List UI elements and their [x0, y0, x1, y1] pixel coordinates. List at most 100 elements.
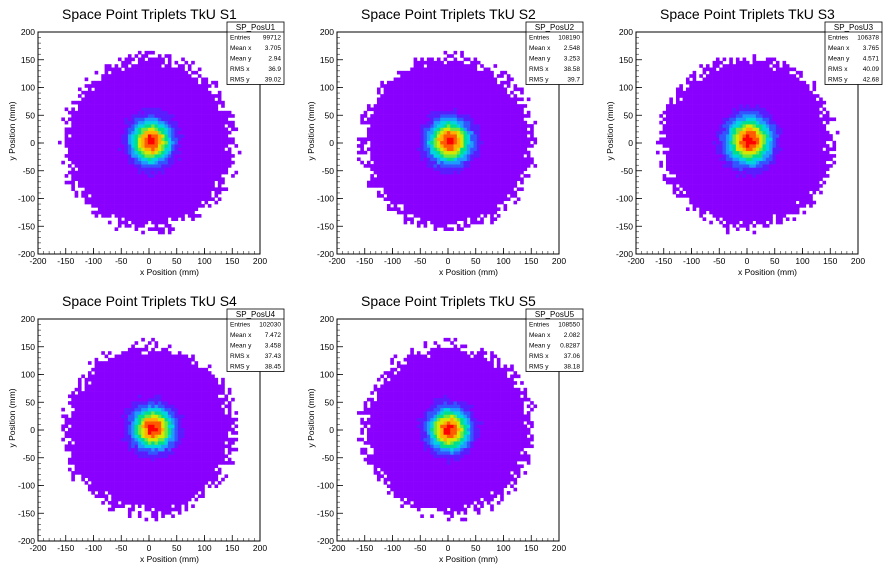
heatmap-cell: [520, 187, 524, 192]
heatmap-cell: [516, 197, 521, 202]
heatmap-cell: [446, 177, 451, 182]
heatmap-cell: [144, 154, 149, 158]
heatmap-cell: [682, 164, 687, 168]
heatmap-cell: [672, 184, 677, 188]
heatmap-cell: [712, 140, 717, 145]
heatmap-cell: [84, 94, 89, 98]
heatmap-cell: [134, 184, 139, 188]
heatmap-cell: [376, 180, 381, 185]
heatmap-cell: [227, 147, 232, 152]
heatmap-cell: [77, 154, 82, 158]
heatmap-cell: [390, 180, 394, 185]
heatmap-cell: [436, 107, 441, 112]
heatmap-cell: [486, 147, 491, 152]
heatmap-cell: [510, 127, 514, 132]
heatmap-cell: [187, 197, 192, 202]
heatmap-cell: [127, 90, 132, 95]
heatmap-cell: [483, 164, 488, 168]
heatmap-cell: [476, 117, 481, 122]
heatmap-cell: [719, 154, 723, 158]
heatmap-cell: [201, 160, 205, 165]
heatmap-cell: [406, 94, 411, 98]
heatmap-cell: [695, 197, 700, 202]
heatmap-cell: [390, 127, 394, 132]
heatmap-cell: [184, 197, 189, 202]
heatmap-cell: [386, 84, 391, 88]
heatmap-cell: [513, 127, 518, 132]
heatmap-cell: [456, 200, 461, 205]
heatmap-cell: [709, 120, 713, 125]
heatmap-cell: [719, 177, 723, 182]
heatmap-cell: [141, 194, 145, 198]
heatmap-cell: [107, 200, 112, 205]
heatmap-cell: [443, 190, 448, 195]
heatmap-cell: [71, 144, 75, 148]
heatmap-cell: [81, 110, 85, 115]
heatmap-cells: [57, 50, 242, 235]
heatmap-cell: [420, 130, 424, 135]
heatmap-cell: [177, 170, 182, 175]
heatmap-cell: [503, 190, 508, 195]
heatmap-cell: [104, 117, 109, 122]
heatmap-cell: [147, 87, 152, 92]
heatmap-cell: [659, 164, 663, 168]
heatmap-cell: [181, 167, 185, 172]
heatmap-cell: [473, 157, 478, 162]
heatmap-cell: [689, 184, 693, 188]
heatmap-cell: [476, 200, 481, 205]
heatmap-cell: [184, 207, 189, 212]
heatmap-cell: [144, 60, 149, 65]
heatmap-cell: [712, 187, 717, 192]
heatmap-cell: [134, 54, 139, 58]
heatmap-cell: [396, 177, 401, 182]
heatmap-cell: [151, 174, 155, 178]
heatmap-cell: [463, 84, 468, 88]
heatmap-cell: [709, 180, 713, 185]
heatmap-cell: [164, 110, 169, 115]
heatmap-cell: [473, 140, 478, 145]
heatmap-cell: [440, 127, 444, 132]
heatmap-cell: [682, 180, 687, 185]
heatmap-cell: [164, 144, 169, 148]
heatmap-cell: [121, 90, 125, 95]
heatmap-cell: [490, 204, 494, 208]
y-tick-label: 0: [329, 138, 334, 148]
heatmap-cell: [167, 184, 172, 188]
heatmap-cell: [493, 120, 498, 125]
heatmap-cell: [204, 180, 209, 185]
heatmap-cell: [154, 180, 159, 185]
heatmap-cell: [456, 117, 461, 122]
heatmap-cell: [473, 170, 478, 175]
heatmap-cell: [430, 207, 434, 212]
heatmap-cell: [416, 220, 421, 225]
heatmap-cell: [413, 214, 418, 218]
heatmap-cell: [466, 170, 471, 175]
heatmap-cell: [443, 107, 448, 112]
heatmap-cell: [430, 210, 434, 215]
heatmap-cell: [184, 170, 189, 175]
heatmap-cell: [124, 84, 129, 88]
heatmap-cell: [74, 160, 79, 165]
heatmap-cell: [516, 140, 521, 145]
heatmap-cell: [493, 180, 498, 185]
heatmap-cell: [390, 164, 394, 168]
heatmap-cell: [124, 217, 129, 221]
heatmap-cell: [214, 157, 219, 162]
heatmap-cell: [413, 137, 418, 142]
heatmap-cell: [147, 164, 152, 168]
heatmap-cell: [376, 164, 381, 168]
heatmap-cell: [410, 90, 414, 95]
heatmap-cell: [420, 150, 424, 155]
heatmap-cell: [197, 100, 202, 105]
heatmap-cell: [712, 147, 717, 152]
heatmap-cell: [496, 127, 501, 132]
heatmap-cell: [500, 124, 504, 128]
heatmap-cell: [393, 200, 398, 205]
heatmap-cell: [393, 84, 398, 88]
heatmap-cell: [430, 160, 434, 165]
heatmap-cell: [466, 177, 471, 182]
heatmap-cell: [184, 180, 189, 185]
heatmap-cell: [81, 194, 85, 198]
heatmap-cell: [709, 210, 713, 215]
heatmap-cell: [500, 167, 504, 172]
